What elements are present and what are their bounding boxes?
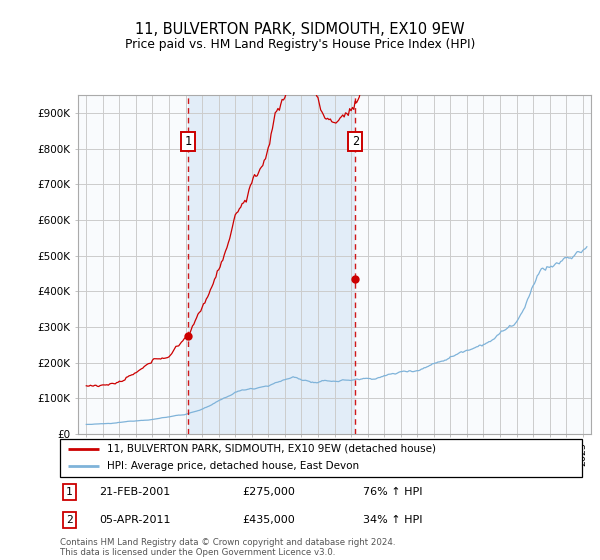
Text: 1: 1 [66, 487, 73, 497]
Text: 2: 2 [352, 135, 359, 148]
Text: Price paid vs. HM Land Registry's House Price Index (HPI): Price paid vs. HM Land Registry's House … [125, 38, 475, 50]
Text: 2: 2 [66, 515, 73, 525]
Text: 05-APR-2011: 05-APR-2011 [99, 515, 170, 525]
Text: £275,000: £275,000 [242, 487, 296, 497]
Text: HPI: Average price, detached house, East Devon: HPI: Average price, detached house, East… [107, 461, 359, 472]
FancyBboxPatch shape [60, 439, 582, 477]
Text: 21-FEB-2001: 21-FEB-2001 [99, 487, 170, 497]
Bar [188, 95, 355, 434]
Text: 34% ↑ HPI: 34% ↑ HPI [363, 515, 422, 525]
Text: 11, BULVERTON PARK, SIDMOUTH, EX10 9EW (detached house): 11, BULVERTON PARK, SIDMOUTH, EX10 9EW (… [107, 444, 436, 454]
Text: 1: 1 [184, 135, 191, 148]
Text: Contains HM Land Registry data © Crown copyright and database right 2024.
This d: Contains HM Land Registry data © Crown c… [60, 538, 395, 557]
Text: 11, BULVERTON PARK, SIDMOUTH, EX10 9EW: 11, BULVERTON PARK, SIDMOUTH, EX10 9EW [135, 22, 465, 38]
Text: £435,000: £435,000 [242, 515, 295, 525]
Text: 76% ↑ HPI: 76% ↑ HPI [363, 487, 422, 497]
